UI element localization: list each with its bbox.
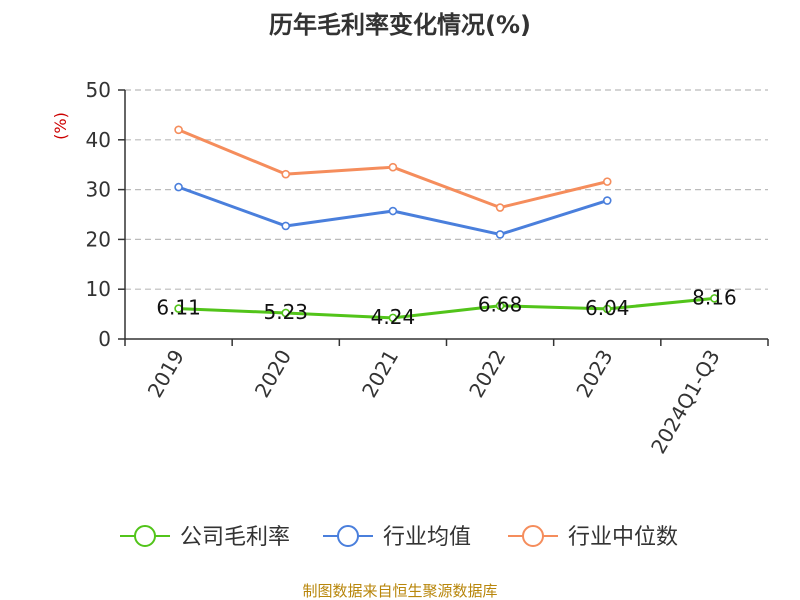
- data-point: [174, 182, 183, 192]
- legend-label[interactable]: 公司毛利率: [180, 525, 290, 550]
- data-point: [602, 196, 612, 205]
- chart-title: 历年毛利率变化情况(%): [269, 11, 531, 39]
- data-point: [388, 313, 398, 323]
- legend-label[interactable]: 行业中位数: [568, 525, 678, 550]
- data-label: 6.11: [156, 296, 201, 320]
- x-tick-label: 2019: [143, 346, 189, 402]
- data-point: [174, 125, 183, 135]
- y-tick-label: 30: [86, 178, 111, 202]
- data-label: 4.24: [371, 305, 416, 329]
- legend[interactable]: 公司毛利率 行业均值 行业中位数: [120, 525, 678, 550]
- x-tick-label: 2023: [571, 346, 617, 402]
- data-point: [281, 221, 291, 231]
- legend-marker[interactable]: [134, 525, 156, 547]
- data-label: 5.23: [263, 300, 308, 324]
- data-point: [174, 304, 183, 313]
- source-note: 制图数据来自恒生聚源数据库: [302, 582, 497, 600]
- data-label: 6.04: [585, 296, 630, 320]
- grid-lines: [125, 89, 768, 290]
- y-axis-label: (%): [51, 112, 70, 140]
- data-label: 6.68: [478, 293, 523, 317]
- data-point: [281, 308, 291, 318]
- series-group: [174, 125, 719, 323]
- data-point: [602, 304, 612, 314]
- y-tick-label: 20: [86, 227, 111, 251]
- data-point: [388, 206, 398, 216]
- data-point: [602, 177, 612, 186]
- data-point: [710, 294, 719, 303]
- data-label: 8.16: [692, 285, 737, 309]
- series-line: [178, 296, 715, 320]
- y-tick-label: 40: [86, 128, 111, 152]
- data-labels: 6.11 5.23 4.24 6.68 6.04 8.16: [156, 285, 736, 329]
- x-tick-label: 2022: [464, 346, 510, 402]
- x-tick-label: 2021: [357, 346, 403, 402]
- x-tick-label: 2020: [250, 346, 296, 402]
- data-point: [495, 203, 505, 212]
- x-tick-label: 2024Q1-Q3: [646, 346, 725, 458]
- legend-label[interactable]: 行业均值: [383, 525, 471, 550]
- legend-marker[interactable]: [522, 525, 544, 547]
- data-point: [495, 301, 505, 311]
- y-tick-label: 10: [86, 277, 111, 301]
- y-tick-label: 0: [98, 327, 111, 351]
- y-tick-label: 50: [86, 78, 111, 102]
- data-point: [388, 162, 398, 172]
- legend-marker[interactable]: [337, 525, 359, 547]
- data-point: [495, 230, 505, 239]
- data-point: [281, 169, 291, 179]
